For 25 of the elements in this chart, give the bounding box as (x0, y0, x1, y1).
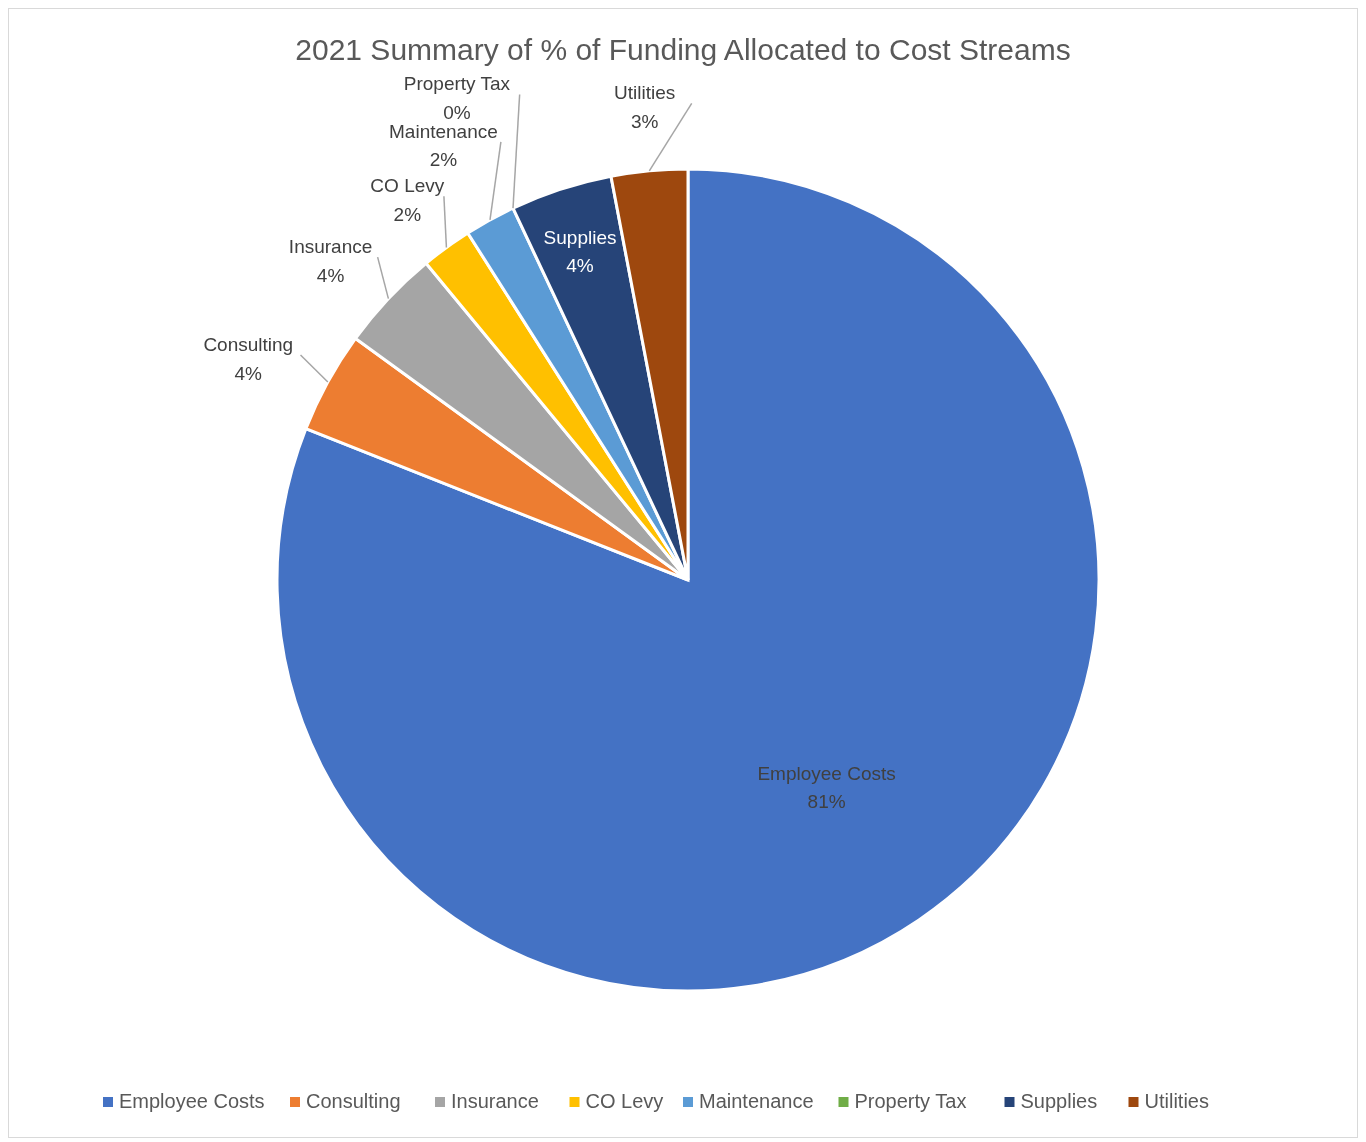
data-label: 4% (316, 264, 345, 286)
data-label: 81% (807, 791, 846, 813)
data-label: 4% (566, 255, 594, 277)
data-label: 4% (234, 362, 263, 384)
slice-label: Utilities (614, 82, 676, 104)
slice-label: Insurance (288, 236, 373, 258)
legend-label: Consulting (306, 1090, 401, 1112)
legend-label: Property Tax (854, 1090, 967, 1112)
slice-label: CO Levy (370, 175, 445, 197)
legend-label: Insurance (451, 1090, 539, 1112)
text: 0% (443, 101, 471, 123)
legend-label: Supplies (1020, 1090, 1098, 1112)
data-label: 2% (393, 203, 422, 225)
category-label: Property Tax (403, 73, 511, 95)
chart-title: 2021 Summary of % of Funding Allocated to Cost Streams (295, 33, 1071, 66)
data-label: 2% (429, 149, 458, 171)
slice-label: Maintenance (389, 120, 498, 142)
legend-label: Employee Costs (119, 1090, 265, 1112)
data-label: 3% (630, 110, 659, 132)
slice-label: Consulting (203, 334, 294, 356)
slice-label: Employee Costs (757, 762, 896, 784)
legend-label: Utilities (1144, 1090, 1209, 1112)
legend-label: Maintenance (699, 1090, 814, 1112)
slice-label: Supplies (543, 226, 617, 248)
legend-label: CO Levy (585, 1090, 664, 1112)
